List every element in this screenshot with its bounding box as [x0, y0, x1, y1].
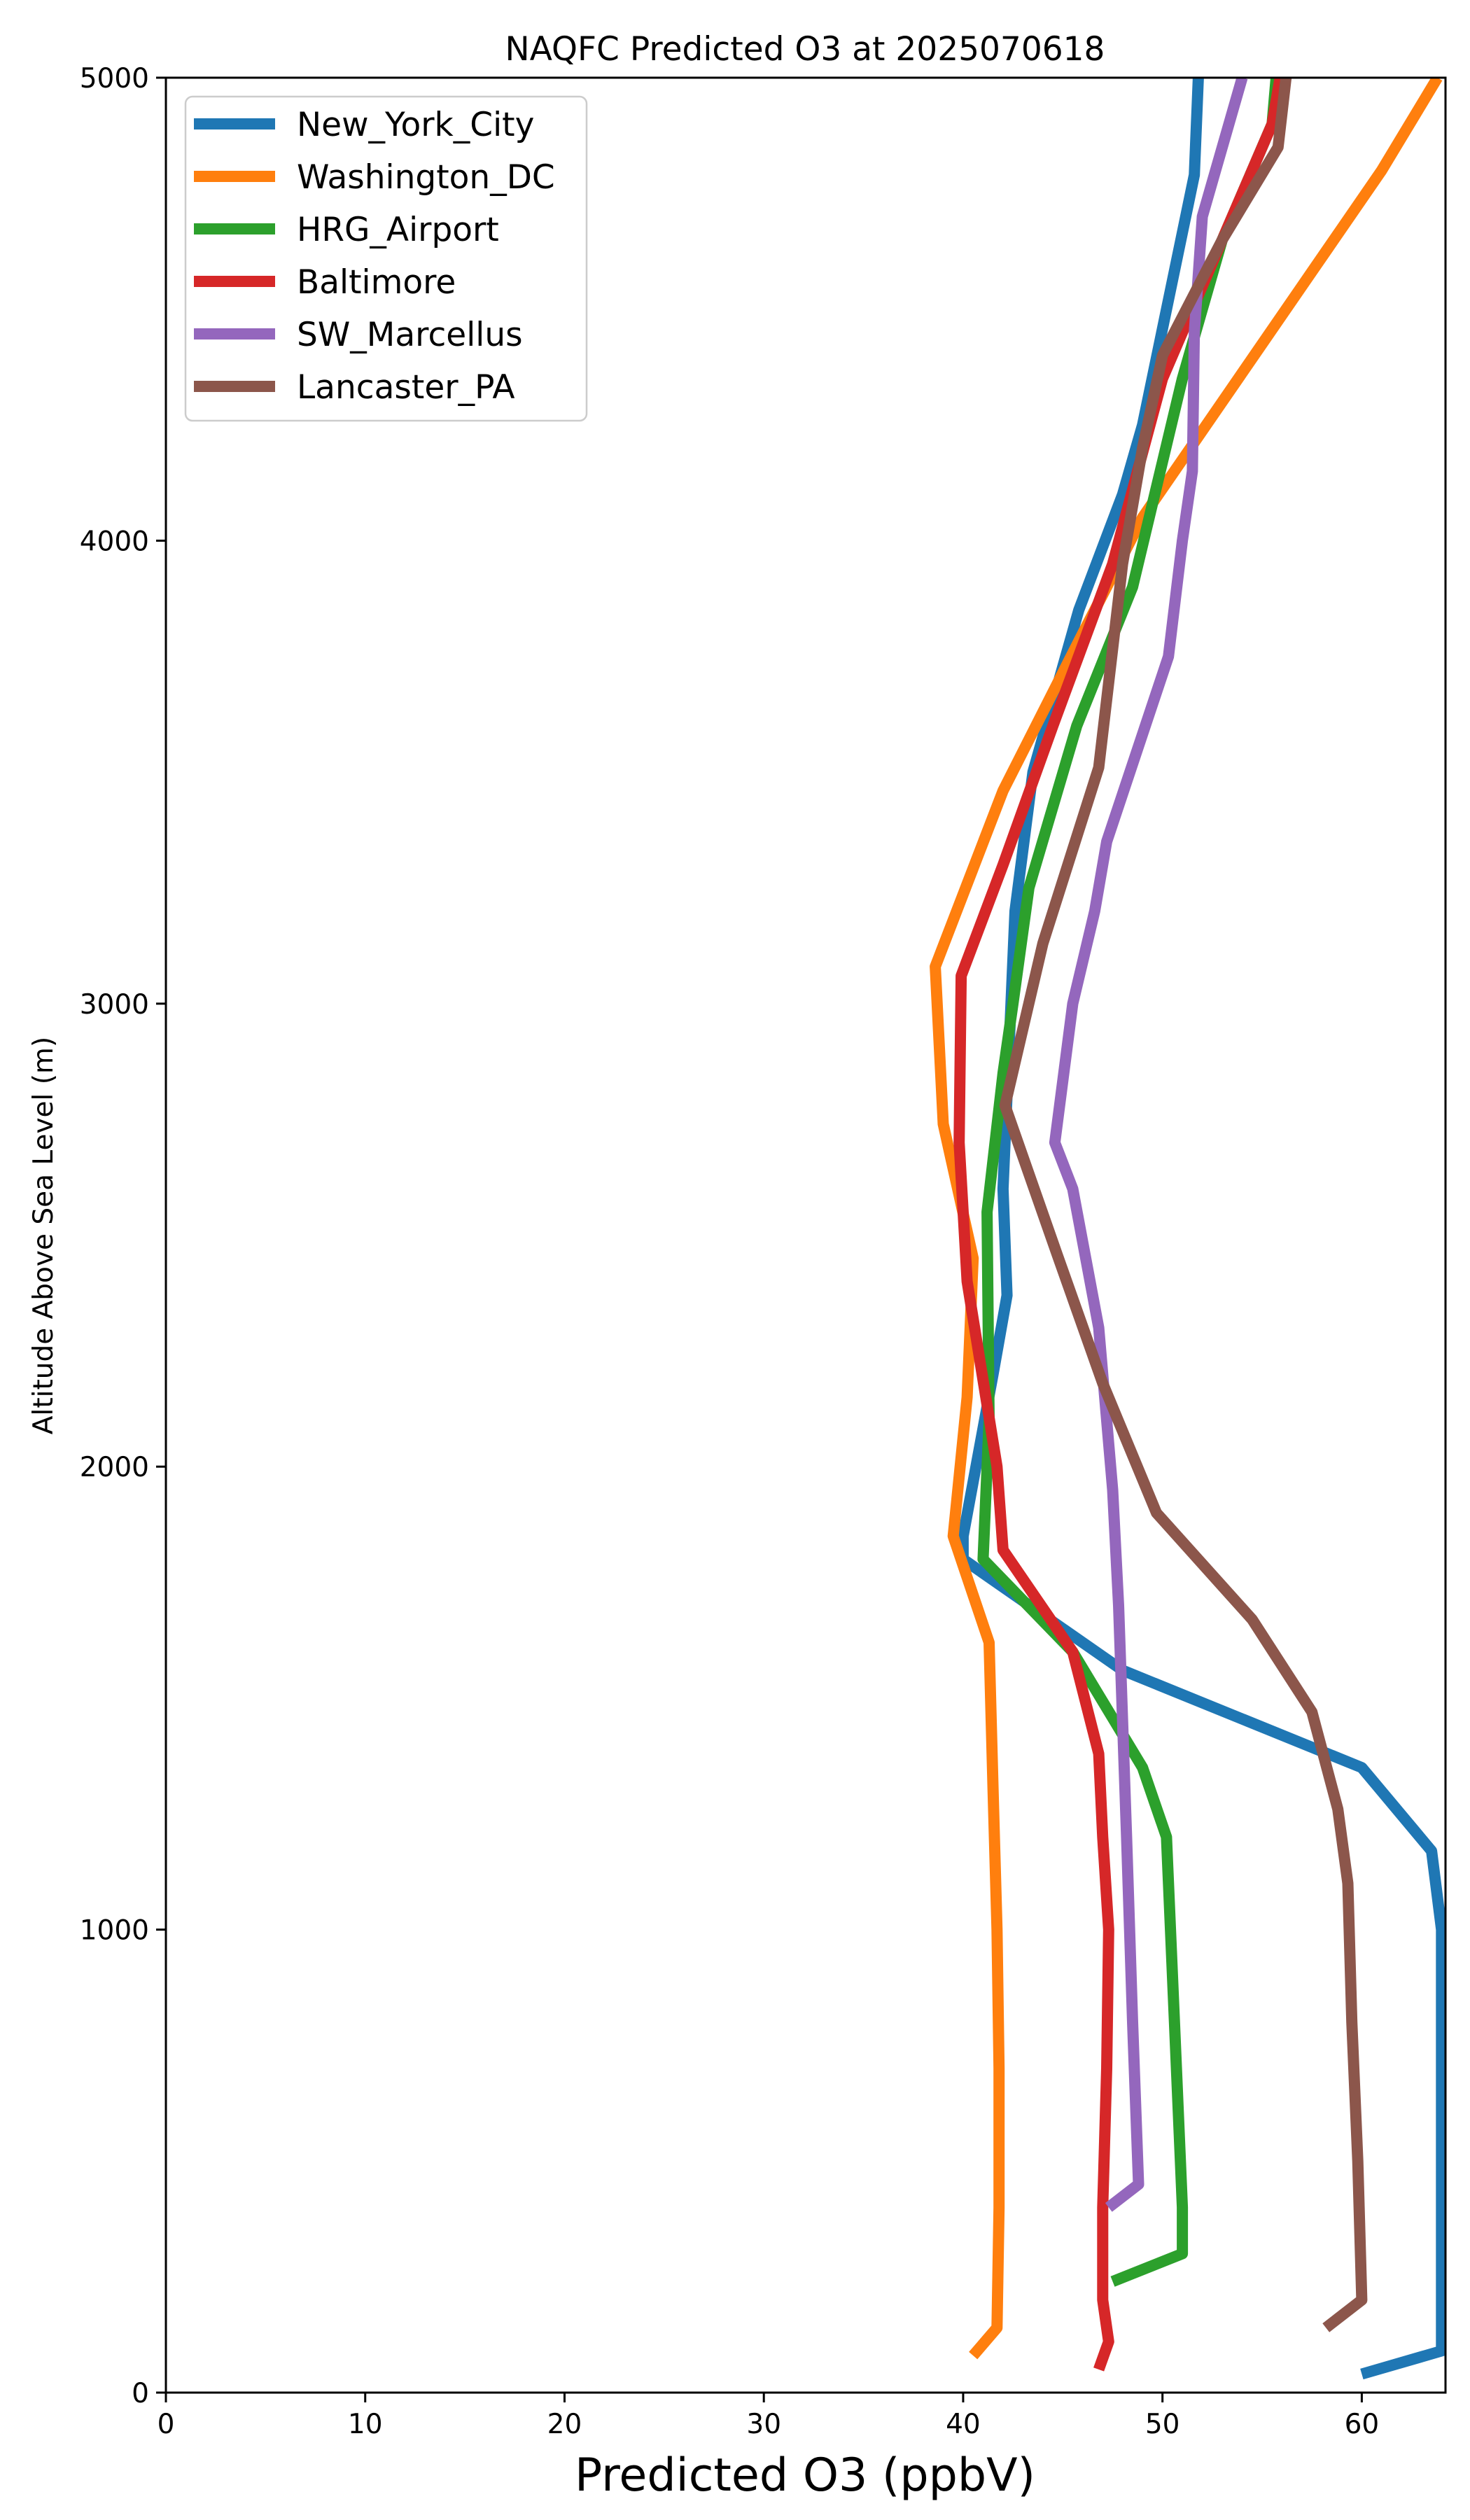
x-ticks: 0 10 20 30 40 50 60 [158, 2393, 1380, 2440]
y-tick-label: 3000 [80, 989, 149, 1021]
y-tick-label: 0 [132, 2378, 149, 2409]
series-line-lancaster-pa [999, 78, 1368, 2332]
legend-label-baltimore: Baltimore [297, 263, 456, 302]
y-tick-label: 1000 [80, 1915, 149, 1947]
legend-frame [184, 95, 588, 422]
legend-items: New_York_City Washington_DC HRG_Airport Bal… [194, 106, 555, 407]
chart-title: NAQFC Predicted O3 at 2025070618 [505, 30, 1105, 69]
x-tick-label: 0 [158, 2409, 175, 2440]
y-axis-label: Altitude Above Sea Level (m) [28, 1037, 59, 1434]
x-tick-label: 50 [1145, 2409, 1180, 2440]
series-line-hrg-airport [977, 78, 1282, 2287]
x-tick-label: 60 [1345, 2409, 1380, 2440]
series-layer [930, 78, 1446, 2380]
legend-label-new-york-city: New_York_City [297, 106, 534, 144]
legend-label-hrg-airport: HRG_Airport [297, 211, 499, 249]
legend-label-sw-marcellus: SW_Marcellus [297, 316, 523, 354]
x-tick-label: 40 [946, 2409, 981, 2440]
plot-frame [164, 76, 1447, 2394]
y-tick-label: 5000 [80, 63, 149, 94]
x-tick-label: 10 [348, 2409, 383, 2440]
series-line-new-york-city [957, 78, 1446, 2380]
legend-label-washington-dc: Washington_DC [297, 158, 555, 197]
y-tick-label: 2000 [80, 1452, 149, 1483]
x-tick-label: 20 [547, 2409, 582, 2440]
y-ticks: 0 1000 2000 3000 4000 5000 [80, 63, 166, 2409]
legend: New_York_City Washington_DC HRG_Airport Bal… [184, 95, 588, 422]
x-tick-label: 30 [746, 2409, 781, 2440]
series-line-washington-dc [930, 78, 1443, 2360]
y-tick-label: 4000 [80, 526, 149, 557]
series-line-sw-marcellus [1049, 78, 1248, 2212]
legend-label-lancaster-pa: Lancaster_PA [297, 368, 515, 407]
x-axis-label: Predicted O3 (ppbV) [575, 2449, 1035, 2502]
